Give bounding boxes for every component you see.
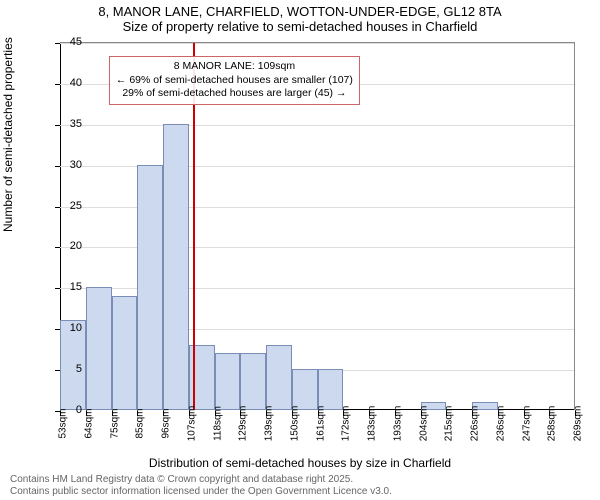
- y-gridline: [60, 43, 574, 44]
- x-tick-label: 96sqm: [161, 408, 172, 438]
- x-axis-label: Distribution of semi-detached houses by …: [0, 456, 600, 470]
- footer-line1: Contains HM Land Registry data © Crown c…: [10, 474, 392, 486]
- y-tick-label: 5: [76, 363, 82, 375]
- histogram-bar: [266, 345, 292, 410]
- annotation-line3: 29% of semi-detached houses are larger (…: [116, 87, 353, 101]
- histogram-bar: [112, 296, 138, 410]
- x-tick-label: 269sqm: [573, 406, 584, 442]
- y-tick-label: 30: [70, 159, 82, 171]
- x-tick-label: 204sqm: [418, 406, 429, 442]
- y-tick-label: 15: [70, 281, 82, 293]
- y-tick-label: 45: [70, 36, 82, 48]
- y-tick-mark: [55, 125, 60, 126]
- title-block: 8, MANOR LANE, CHARFIELD, WOTTON-UNDER-E…: [0, 0, 600, 34]
- y-tick-mark: [55, 288, 60, 289]
- annotation-line2: ← 69% of semi-detached houses are smalle…: [116, 74, 353, 88]
- y-axis-label: Number of semi-detached properties: [1, 37, 15, 232]
- x-tick-label: 85sqm: [135, 408, 146, 438]
- histogram-bar: [215, 353, 241, 410]
- x-tick-label: 129sqm: [238, 406, 249, 442]
- y-tick-mark: [55, 43, 60, 44]
- y-tick-label: 20: [70, 240, 82, 252]
- footer-line2: Contains public sector information licen…: [10, 486, 392, 498]
- x-tick-label: 236sqm: [495, 406, 506, 442]
- histogram-bar: [137, 165, 163, 410]
- plot-area: 8 MANOR LANE: 109sqm← 69% of semi-detach…: [60, 42, 575, 410]
- x-tick-label: 150sqm: [289, 406, 300, 442]
- histogram-bar: [163, 124, 189, 410]
- x-tick-label: 118sqm: [212, 406, 223, 441]
- y-tick-label: 0: [76, 404, 82, 416]
- annotation-line1: 8 MANOR LANE: 109sqm: [116, 60, 353, 74]
- y-tick-label: 35: [70, 118, 82, 130]
- y-tick-label: 40: [70, 77, 82, 89]
- x-tick-label: 172sqm: [341, 406, 352, 442]
- x-tick-label: 75sqm: [109, 408, 120, 438]
- y-tick-mark: [55, 247, 60, 248]
- y-tick-mark: [55, 166, 60, 167]
- histogram-bar: [292, 369, 318, 410]
- footer: Contains HM Land Registry data © Crown c…: [10, 474, 392, 498]
- x-tick-label: 247sqm: [521, 406, 532, 442]
- annotation-box: 8 MANOR LANE: 109sqm← 69% of semi-detach…: [109, 56, 360, 105]
- x-tick-label: 226sqm: [470, 406, 481, 442]
- y-tick-mark: [55, 207, 60, 208]
- x-tick-label: 183sqm: [367, 406, 378, 442]
- y-gridline: [60, 125, 574, 126]
- x-tick-label: 258sqm: [547, 406, 558, 442]
- title-line2: Size of property relative to semi-detach…: [0, 19, 600, 34]
- x-tick-label: 139sqm: [264, 406, 275, 442]
- histogram-bar: [86, 287, 112, 410]
- x-tick-label: 193sqm: [392, 406, 403, 442]
- histogram-bar: [240, 353, 266, 410]
- x-tick-label: 53sqm: [58, 408, 69, 438]
- histogram-bar: [318, 369, 344, 410]
- x-tick-label: 107sqm: [186, 406, 197, 442]
- x-tick-label: 161sqm: [315, 406, 326, 442]
- y-tick-label: 25: [70, 200, 82, 212]
- x-tick-label: 64sqm: [83, 408, 94, 438]
- title-line1: 8, MANOR LANE, CHARFIELD, WOTTON-UNDER-E…: [0, 4, 600, 19]
- chart-container: 8, MANOR LANE, CHARFIELD, WOTTON-UNDER-E…: [0, 0, 600, 500]
- x-tick-label: 215sqm: [444, 406, 455, 442]
- y-tick-mark: [55, 84, 60, 85]
- y-tick-label: 10: [70, 322, 82, 334]
